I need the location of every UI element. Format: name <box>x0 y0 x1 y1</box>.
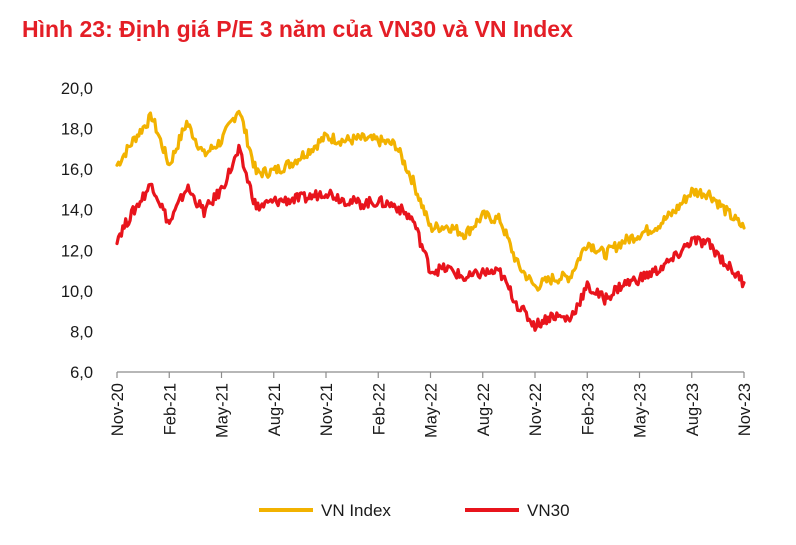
x-tick-label: Nov-21 <box>318 383 336 436</box>
x-tick-label: Feb-23 <box>579 383 597 435</box>
y-tick-label: 16,0 <box>61 161 93 179</box>
y-tick-label: 18,0 <box>61 121 93 139</box>
x-tick-label: May-23 <box>632 383 650 438</box>
series-lines <box>115 109 746 332</box>
x-tick-label: Nov-23 <box>736 383 754 436</box>
y-tick-label: 20,0 <box>61 80 93 98</box>
legend-label: VN30 <box>527 501 570 520</box>
series-line-0 <box>115 109 746 292</box>
y-tick-label: 8,0 <box>70 323 93 341</box>
x-tick-label: May-21 <box>214 383 232 438</box>
x-tick-label: Aug-23 <box>684 383 702 436</box>
y-tick-label: 6,0 <box>70 364 93 382</box>
x-axis: Nov-20 Feb-21 May-21 Aug-21 Nov-21 Feb-22 May-… <box>109 371 754 438</box>
y-tick-label: 14,0 <box>61 202 93 220</box>
x-tick-label: Aug-21 <box>266 383 284 436</box>
legend-label: VN Index <box>321 501 391 520</box>
x-tick-label: May-22 <box>423 383 441 438</box>
x-tick-label: Nov-22 <box>527 383 545 436</box>
legend: VN Index VN30 <box>259 501 570 520</box>
x-tick-label: Feb-22 <box>370 383 388 435</box>
x-tick-label: Nov-20 <box>109 383 127 436</box>
x-tick-label: Feb-21 <box>161 383 179 435</box>
y-tick-label: 10,0 <box>61 283 93 301</box>
y-tick-label: 12,0 <box>61 242 93 260</box>
x-tick-label: Aug-22 <box>475 383 493 436</box>
chart-title: Hình 23: Định giá P/E 3 năm của VN30 và … <box>22 16 573 42</box>
y-axis: 6,0 8,0 10,0 12,0 14,0 16,0 18,0 20,0 <box>61 80 93 382</box>
series-line-1 <box>115 143 746 332</box>
